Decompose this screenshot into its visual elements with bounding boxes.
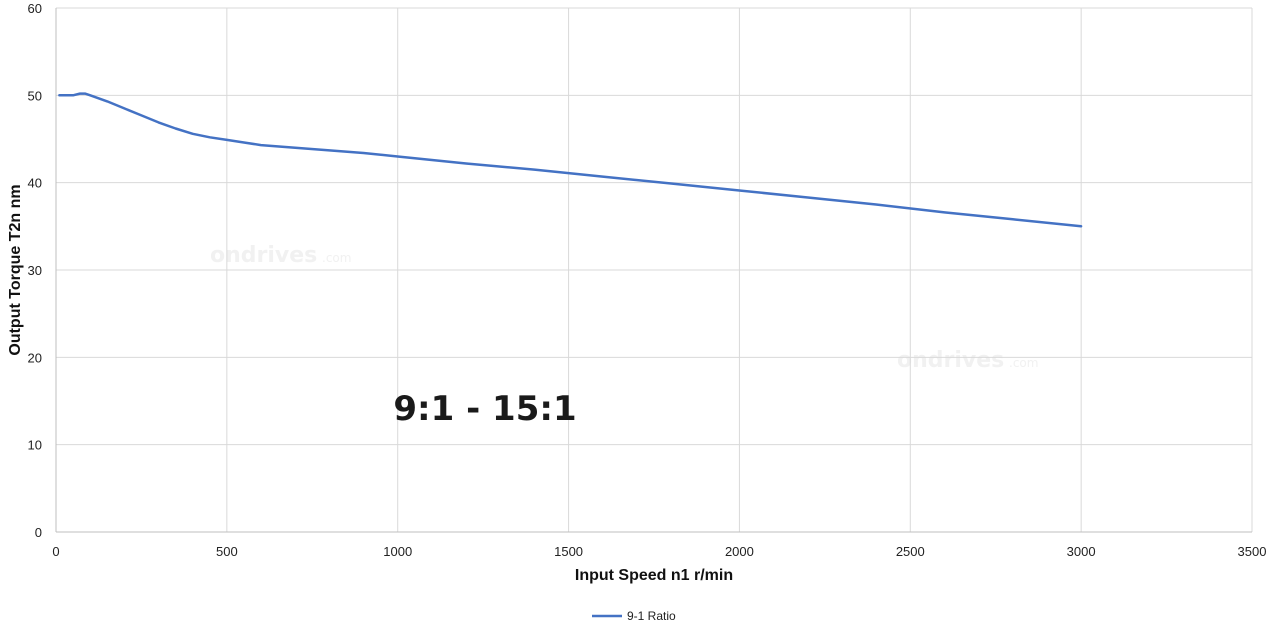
y-tick-label-20: 20 <box>28 350 42 365</box>
x-tick-labels: 0 500 1000 1500 2000 2500 3000 3500 <box>52 544 1266 559</box>
y-tick-label-30: 30 <box>28 263 42 278</box>
y-tick-label-60: 60 <box>28 1 42 16</box>
x-tick-label-3500: 3500 <box>1238 544 1267 559</box>
x-tick-label-1000: 1000 <box>383 544 412 559</box>
x-tick-label-500: 500 <box>216 544 238 559</box>
y-tick-label-50: 50 <box>28 88 42 103</box>
ratio-annotation: 9:1 - 15:1 <box>393 389 576 429</box>
x-tick-label-0: 0 <box>52 544 59 559</box>
watermark-brand-1: ondrives <box>210 243 317 268</box>
legend-label-9-1-ratio: 9-1 Ratio <box>627 609 676 623</box>
x-tick-label-2500: 2500 <box>896 544 925 559</box>
watermarks: ondrives .com ondrives .com <box>210 243 1038 373</box>
watermark-suffix-2: .com <box>1009 356 1038 370</box>
y-tick-label-10: 10 <box>28 438 42 453</box>
y-tick-label-0: 0 <box>35 525 42 540</box>
legend: 9-1 Ratio <box>592 609 676 623</box>
watermark-suffix-1: .com <box>322 251 351 265</box>
x-axis-title: Input Speed n1 r/min <box>575 567 733 584</box>
x-tick-label-1500: 1500 <box>554 544 583 559</box>
watermark-brand-2: ondrives <box>897 348 1004 373</box>
series-line-0 <box>59 94 1081 227</box>
y-tick-label-40: 40 <box>28 176 42 191</box>
y-tick-labels: 0 10 20 30 40 50 60 <box>28 1 42 540</box>
gridlines <box>56 8 1252 532</box>
x-tick-label-3000: 3000 <box>1067 544 1096 559</box>
series-layer <box>59 94 1081 227</box>
x-tick-label-2000: 2000 <box>725 544 754 559</box>
y-axis-title: Output Torque T2n nm <box>7 184 24 355</box>
